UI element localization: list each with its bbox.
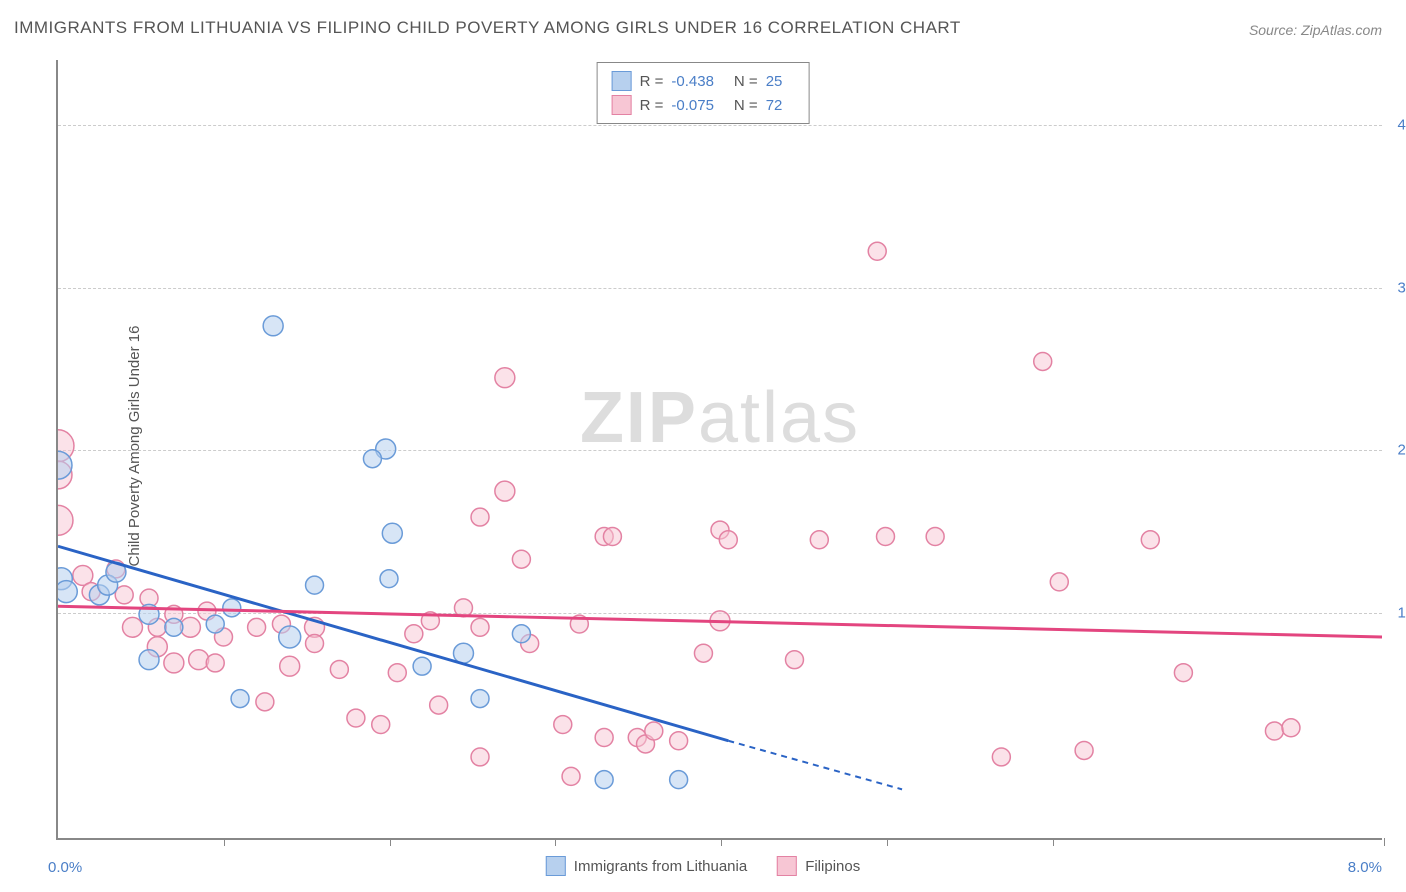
data-point xyxy=(165,618,183,636)
n-label: N = xyxy=(734,73,758,90)
x-tick xyxy=(721,838,722,846)
correlation-legend: R = -0.438 N = 25 R = -0.075 N = 72 xyxy=(597,62,810,124)
data-point xyxy=(1034,352,1052,370)
legend-item-series-1: Immigrants from Lithuania xyxy=(546,856,747,876)
x-axis-left-label: 0.0% xyxy=(48,859,82,876)
data-point xyxy=(347,709,365,727)
data-point xyxy=(223,599,241,617)
data-point xyxy=(645,722,663,740)
trend-line-extrapolated xyxy=(728,741,902,790)
data-point xyxy=(595,771,613,789)
data-point xyxy=(926,528,944,546)
correlation-row-series-2: R = -0.075 N = 72 xyxy=(612,93,795,117)
data-point xyxy=(413,657,431,675)
r-label: R = xyxy=(640,73,664,90)
data-point xyxy=(263,316,283,336)
data-point xyxy=(58,581,77,603)
chart-title: IMMIGRANTS FROM LITHUANIA VS FILIPINO CH… xyxy=(14,18,961,38)
data-point xyxy=(388,664,406,682)
data-point xyxy=(1282,719,1300,737)
data-point xyxy=(512,550,530,568)
data-point xyxy=(256,693,274,711)
data-point xyxy=(122,617,142,637)
x-tick xyxy=(887,838,888,846)
data-point xyxy=(495,481,515,501)
data-point xyxy=(453,643,473,663)
data-point xyxy=(231,690,249,708)
data-point xyxy=(719,531,737,549)
data-point xyxy=(279,626,301,648)
swatch-series-2 xyxy=(612,95,632,115)
data-point xyxy=(139,650,159,670)
x-tick xyxy=(390,838,391,846)
data-point xyxy=(868,242,886,260)
data-point xyxy=(670,771,688,789)
data-point xyxy=(206,615,224,633)
x-tick xyxy=(1384,838,1385,846)
data-point xyxy=(670,732,688,750)
scatter-plot xyxy=(58,60,1382,838)
data-point xyxy=(1141,531,1159,549)
data-point xyxy=(877,528,895,546)
swatch-series-1 xyxy=(546,856,566,876)
data-point xyxy=(471,690,489,708)
data-point xyxy=(471,748,489,766)
data-point xyxy=(554,716,572,734)
x-tick xyxy=(555,838,556,846)
r-value: -0.075 xyxy=(671,97,714,114)
legend-label: Filipinos xyxy=(805,858,860,875)
data-point xyxy=(306,576,324,594)
data-point xyxy=(1265,722,1283,740)
data-point xyxy=(58,505,73,535)
data-point xyxy=(785,651,803,669)
data-point xyxy=(603,528,621,546)
data-point xyxy=(382,523,402,543)
legend-item-series-2: Filipinos xyxy=(777,856,860,876)
data-point xyxy=(512,625,530,643)
x-axis-right-label: 8.0% xyxy=(1348,859,1382,876)
data-point xyxy=(562,767,580,785)
data-point xyxy=(595,729,613,747)
data-point xyxy=(471,508,489,526)
y-tick-label: 40.0% xyxy=(1390,117,1406,134)
plot-area: ZIPatlas 10.0%20.0%30.0%40.0% xyxy=(56,60,1382,840)
data-point xyxy=(1075,741,1093,759)
x-tick xyxy=(224,838,225,846)
data-point xyxy=(115,586,133,604)
data-point xyxy=(330,660,348,678)
data-point xyxy=(405,625,423,643)
y-tick-label: 20.0% xyxy=(1390,442,1406,459)
n-value: 72 xyxy=(766,97,783,114)
r-label: R = xyxy=(640,97,664,114)
data-point xyxy=(372,716,390,734)
n-label: N = xyxy=(734,97,758,114)
data-point xyxy=(248,618,266,636)
legend-label: Immigrants from Lithuania xyxy=(574,858,747,875)
data-point xyxy=(471,618,489,636)
r-value: -0.438 xyxy=(671,73,714,90)
data-point xyxy=(810,531,828,549)
data-point xyxy=(380,570,398,588)
data-point xyxy=(495,368,515,388)
x-tick xyxy=(1053,838,1054,846)
data-point xyxy=(306,635,324,653)
data-point xyxy=(363,450,381,468)
data-point xyxy=(189,650,209,670)
y-tick-label: 30.0% xyxy=(1390,279,1406,296)
data-point xyxy=(694,644,712,662)
data-point xyxy=(164,653,184,673)
series-legend: Immigrants from Lithuania Filipinos xyxy=(540,854,866,878)
n-value: 25 xyxy=(766,73,783,90)
swatch-series-2 xyxy=(777,856,797,876)
data-point xyxy=(430,696,448,714)
correlation-row-series-1: R = -0.438 N = 25 xyxy=(612,69,795,93)
y-tick-label: 10.0% xyxy=(1390,604,1406,621)
source-label: Source: ZipAtlas.com xyxy=(1249,22,1382,38)
data-point xyxy=(992,748,1010,766)
data-point xyxy=(280,656,300,676)
data-point xyxy=(1050,573,1068,591)
data-point xyxy=(206,654,224,672)
data-point xyxy=(1174,664,1192,682)
swatch-series-1 xyxy=(612,71,632,91)
